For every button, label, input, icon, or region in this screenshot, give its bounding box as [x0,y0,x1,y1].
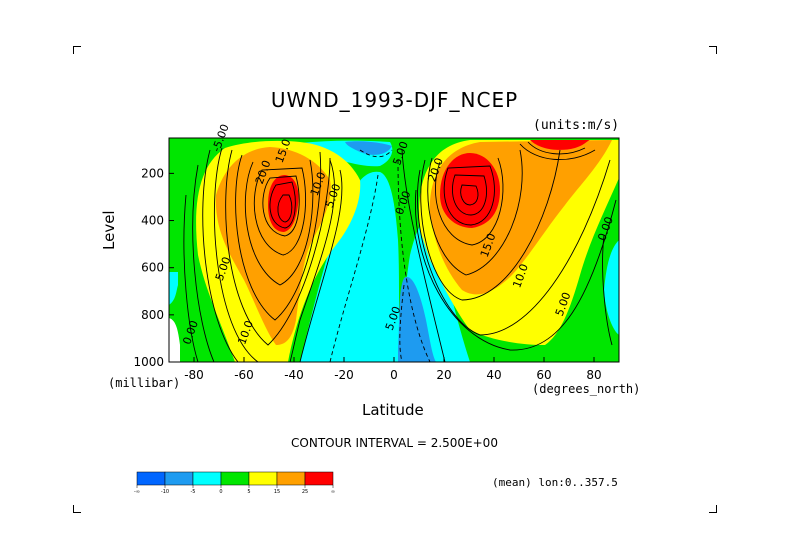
x-tick-label: 80 [586,368,601,382]
colorbar-label: -5 [191,489,196,495]
y-axis-label: Level [100,210,118,250]
x-tick-label: 40 [486,368,501,382]
y-axis-units: (millibar) [108,376,181,390]
colorbar-label: 0 [219,489,222,495]
colorbar-label: 25 [302,489,308,495]
y-tick-label: 200 [141,166,164,180]
colorbar-label: 15 [274,489,280,495]
corner-mark-bottom-right [709,505,717,513]
colorbar-label: ∞ [331,489,335,495]
x-tick-label: 60 [536,368,551,382]
colorbar-swatch [220,471,250,486]
corner-mark-bottom-left [73,505,81,513]
colorbar-swatch [248,471,278,486]
fill-blue-low [398,276,436,362]
contour-lines [183,141,617,362]
fill-cyan-left [169,272,178,305]
x-axis-label: Latitude [362,401,424,419]
fill-cyan-tropics [300,171,400,362]
fill-orange-sh [215,147,331,345]
colorbar-swatch [164,471,194,486]
colorbar-swatch [304,471,334,486]
colorbar-label: -10 [161,489,169,495]
x-tick-label: 0 [390,368,398,382]
x-tick-label: -60 [234,368,254,382]
fill-white-left [169,318,180,362]
fill-red-sh [268,175,299,232]
y-tick-label: 800 [141,308,164,322]
contour-fill-layer [169,138,619,362]
corner-mark-top-left [73,46,81,54]
y-tick-label: 1000 [133,355,164,369]
colorbar-swatch [192,471,222,486]
x-axis: -80 -60 -40 -20 0 20 40 60 80 [184,357,602,382]
mean-lon-label: (mean) lon:0..357.5 [492,476,618,489]
colorbar-label: 5 [247,489,250,495]
x-tick-label: -20 [334,368,354,382]
colorbar-swatch [136,471,166,486]
fill-cyan-right [604,240,619,335]
fill-blue-top [345,141,392,155]
colorbar: -∞ -10 -5 0 5 15 25 ∞ [134,471,335,495]
x-tick-label: -80 [184,368,204,382]
y-tick-label: 600 [141,261,164,275]
fill-red-nh [440,153,500,228]
y-axis: 200 400 600 800 1000 [133,166,174,369]
colorbar-swatch [276,471,306,486]
x-axis-units: (degrees_north) [532,382,641,396]
x-tick-label: -40 [284,368,304,382]
colorbar-label: -∞ [134,489,140,495]
units-label: (units:m/s) [533,118,620,133]
chart-title: UWND_1993-DJF_NCEP [270,88,519,112]
contour-interval-label: CONTOUR INTERVAL = 2.500E+00 [291,436,498,450]
fill-red-jet-top [530,140,590,150]
corner-mark-top-right [709,46,717,54]
y-tick-label: 400 [141,214,164,228]
x-tick-label: 20 [436,368,451,382]
